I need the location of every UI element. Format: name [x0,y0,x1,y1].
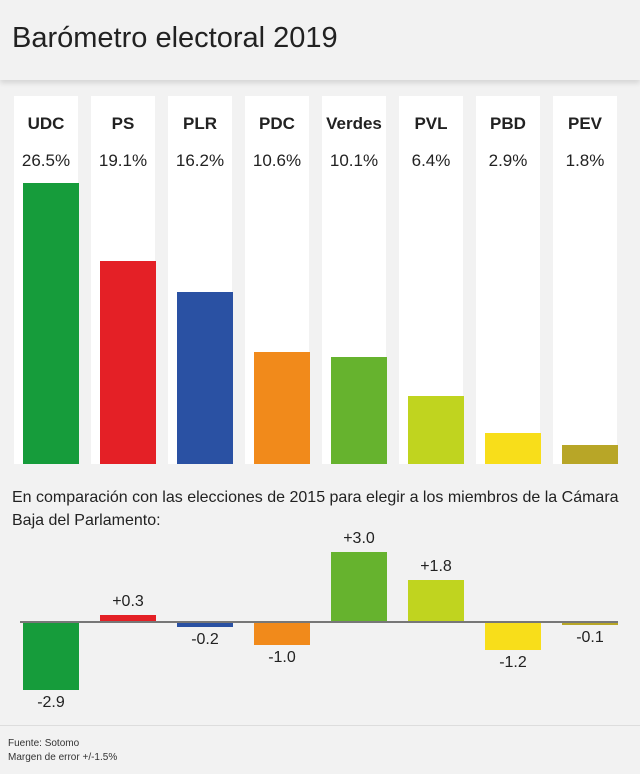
change-bar-udc [23,622,79,690]
change-chart-panel [0,465,640,725]
change-bar-pdc [254,622,310,646]
pct-label-pbd: 2.9% [488,151,528,170]
chart-title: Barómetro electoral 2019 [12,22,338,54]
header: Barómetro electoral 2019 [0,0,640,80]
party-label-udc: UDC [27,114,65,133]
bar-verdes [331,356,387,464]
change-label-udc: -2.9 [37,693,65,711]
pct-label-verdes: 10.1% [329,151,379,170]
change-bar-ps [100,615,156,622]
change-bar-pev [562,622,618,625]
bar-ps [100,261,156,464]
party-label-verdes: Verdes [326,114,382,133]
bar-pev [562,444,618,464]
pct-label-pev: 1.8% [565,151,605,170]
pct-label-plr: 16.2% [175,151,225,170]
source-note: Fuente: Sotomo [8,738,80,749]
party-label-pdc: PDC [259,114,295,133]
pct-label-pdc: 10.6% [252,151,302,170]
margin-of-error-note: Margen de error +/-1.5% [8,752,118,763]
bar-pbd [485,433,541,464]
pct-label-pvl: 6.4% [411,151,451,170]
party-label-pvl: PVL [414,114,448,133]
party-label-pbd: PBD [490,114,526,133]
change-label-pdc: -1.0 [268,649,296,667]
column-bg-pev [553,96,617,464]
change-label-plr: -0.2 [191,630,219,648]
change-label-verdes: +3.0 [343,530,375,548]
change-label-pvl: +1.8 [420,558,452,576]
pct-label-ps: 19.1% [98,151,148,170]
zero-baseline [20,621,618,623]
party-label-plr: PLR [183,114,217,133]
comparison-subtitle: En comparación con las elecciones de 201… [12,489,619,529]
vote-share-chart: UDC 26.5% PS 19.1% PLR 16.2% PDC 10.6% Verdes 10.… [0,96,640,464]
pct-label-udc: 26.5% [21,151,71,170]
bar-pdc [254,351,310,464]
change-bar-pbd [485,622,541,650]
column-bg-pbd [476,96,540,464]
change-bar-plr [177,622,233,627]
footer: Fuente: Sotomo Margen de error +/-1.5% [0,725,640,774]
party-label-pev: PEV [567,114,603,133]
change-label-pev: -0.1 [576,629,604,646]
bar-plr [177,292,233,464]
change-label-ps: +0.3 [112,593,144,610]
bar-pvl [408,396,464,464]
change-bar-verdes [331,552,387,622]
bar-udc [23,183,79,464]
change-bar-pvl [408,580,464,622]
change-label-pbd: -1.2 [499,653,527,671]
party-label-ps: PS [111,114,135,133]
